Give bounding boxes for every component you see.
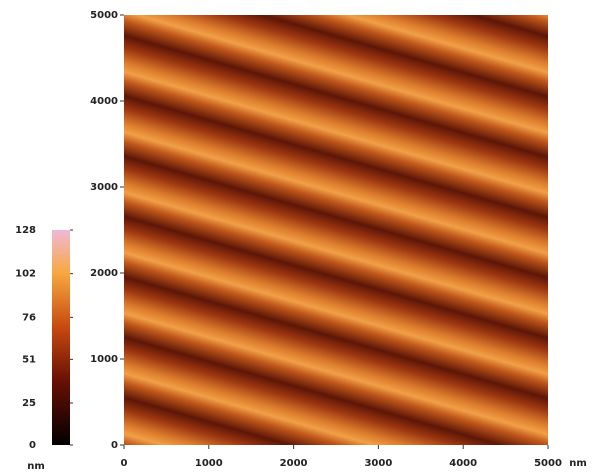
x-tick-label: 3000 [364, 458, 392, 469]
colorbar-tick-label: 25 [22, 398, 36, 409]
x-unit: nm [569, 458, 587, 469]
x-tick-label: 4000 [449, 458, 477, 469]
x-tick-label: 1000 [195, 458, 223, 469]
x-tick-label: 0 [121, 458, 128, 469]
colorbar-unit: nm [27, 461, 45, 472]
colorbar-tick-label: 102 [15, 269, 36, 280]
colorbar-tick-label: 51 [22, 354, 36, 365]
x-tick-label: 5000 [534, 458, 562, 469]
chart: nm nm 0 1000 2000 3000 4000 5000 0 1000 2000 3000… [0, 0, 597, 473]
colorbar-tick-label: 76 [22, 312, 36, 323]
colorbar-tick-label: 128 [15, 225, 36, 236]
y-tick-label: 3000 [90, 182, 118, 193]
x-tick-label: 2000 [280, 458, 308, 469]
y-tick-label: 0 [111, 440, 118, 451]
y-tick-label: 5000 [90, 10, 118, 21]
colorbar [52, 230, 70, 445]
colorbar-tick-label: 0 [29, 440, 36, 451]
y-tick-label: 2000 [90, 268, 118, 279]
y-tick-label: 1000 [90, 354, 118, 365]
afm-image [124, 15, 548, 445]
y-tick-label: 4000 [90, 96, 118, 107]
